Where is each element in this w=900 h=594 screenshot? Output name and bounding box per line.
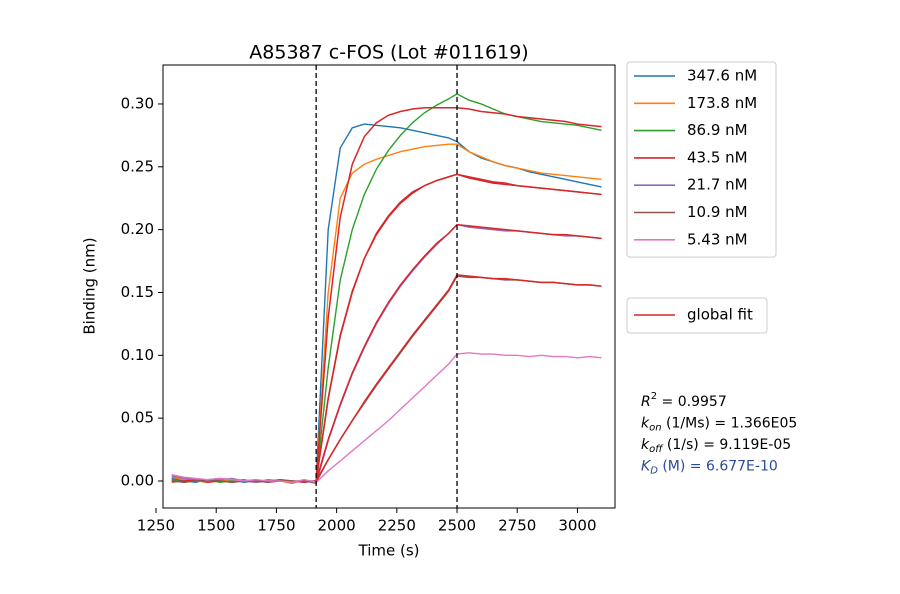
y-axis-label: Binding (nm) — [81, 237, 99, 334]
annotation-symbol: K — [641, 459, 652, 475]
legend-label: 173.8 nM — [687, 94, 757, 112]
y-tick-label: 0.10 — [121, 346, 154, 364]
annotation: R2 = 0.9957 — [641, 391, 727, 410]
legend-label: 43.5 nM — [687, 148, 748, 166]
annotation: kon (1/Ms) = 1.366E05 — [641, 416, 797, 434]
annotation-symbol: R — [641, 394, 651, 410]
annotation-subscript: on — [649, 423, 661, 434]
x-tick-label: 2750 — [498, 517, 536, 535]
annotation-subscript: off — [649, 444, 664, 455]
annotation-symbol: k — [641, 437, 650, 453]
legend-label: 10.9 nM — [687, 203, 748, 221]
plot-frame — [162, 64, 616, 509]
legend-label: 5.43 nM — [687, 230, 748, 248]
x-tick-label: 2000 — [318, 517, 356, 535]
fit-line — [315, 223, 602, 482]
legend-box — [626, 297, 768, 334]
x-tick-label: 1750 — [257, 517, 295, 535]
annotation: KD (M) = 6.677E-10 — [641, 459, 778, 477]
legend-label: 86.9 nM — [687, 121, 748, 139]
data-line — [171, 93, 602, 483]
y-tick-label: 0.00 — [121, 471, 154, 489]
y-tick-label: 0.20 — [121, 220, 154, 238]
chart-title: A85387 c-FOS (Lot #011619) — [249, 42, 528, 64]
y-tick-label: 0.30 — [121, 94, 154, 112]
fit-line — [315, 173, 602, 482]
data-line — [171, 123, 602, 483]
y-tick-label: 0.05 — [121, 409, 154, 427]
annotation-text: = 0.9957 — [657, 394, 727, 410]
data-line — [171, 352, 602, 483]
annotation-superscript: 2 — [651, 391, 657, 402]
x-tick-label: 2250 — [378, 517, 416, 535]
annotation-subscript: D — [650, 466, 658, 477]
annotation-symbol: k — [641, 416, 650, 432]
legend-label: global fit — [687, 306, 753, 324]
x-axis-label: Time (s) — [358, 542, 420, 560]
x-tick-label: 1500 — [197, 517, 235, 535]
x-tick-label: 2500 — [438, 517, 476, 535]
annotation-text: (1/s) = 9.119E-05 — [662, 437, 791, 453]
annotation-text: (M) = 6.677E-10 — [658, 459, 778, 475]
legend-label: 21.7 nM — [687, 176, 748, 194]
x-tick-label: 1250 — [137, 517, 175, 535]
y-tick-label: 0.25 — [121, 157, 154, 175]
legend-label: 347.6 nM — [687, 67, 757, 85]
annotation: koff (1/s) = 9.119E-05 — [641, 437, 791, 455]
plot-area — [171, 93, 602, 485]
legend-box — [626, 61, 777, 258]
y-tick-label: 0.15 — [121, 283, 154, 301]
annotation-text: (1/Ms) = 1.366E05 — [662, 416, 798, 432]
x-tick-label: 3000 — [558, 517, 596, 535]
